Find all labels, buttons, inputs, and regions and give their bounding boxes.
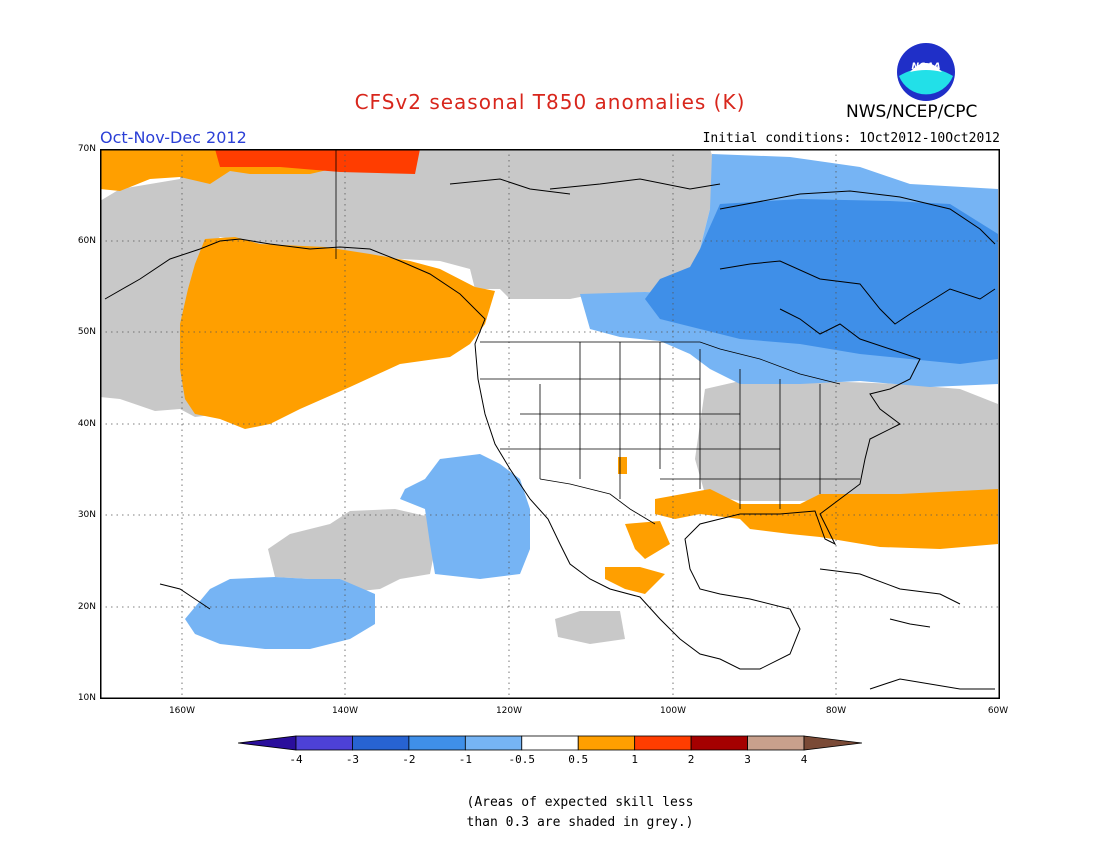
colorbar-label: 1 [631,753,638,766]
season-label: Oct-Nov-Dec 2012 [100,128,247,147]
organization-label: NWS/NCEP/CPC [846,102,978,122]
lon-label-80w: 80W [825,706,847,716]
colorbar-cell [690,735,748,751]
chart-title: CFSv2 seasonal T850 anomalies (K) [354,90,746,114]
colorbar-arrow-high [803,735,862,751]
warm-strong-region [215,149,420,174]
anomaly-map [100,149,1000,699]
skill-note-line-2: than 0.3 are shaded in grey.) [466,815,694,830]
colorbar-cell [408,735,466,751]
skill-note: (Areas of expected skill less than 0.3 a… [400,793,760,833]
colorbar-cell [352,735,410,751]
colorbar-cell [634,735,692,751]
lon-label-120w: 120W [495,706,523,716]
skill-note-line-1: (Areas of expected skill less [466,795,694,810]
warm-region-southeast [655,489,998,549]
coastlines [104,178,996,690]
cool-region-canada [645,199,998,364]
grey-region-east [695,381,998,501]
colorbar [238,735,862,751]
colorbar-cell [747,735,805,751]
lat-label-20n: 20N [77,602,96,612]
colorbar-label: -1 [458,753,472,766]
lon-label-60w: 60W [987,706,1009,716]
noaa-logo: NOAA [896,42,956,102]
colorbar-cell [295,735,353,751]
colorbar-label: -3 [345,753,360,766]
colorbar-label: -2 [402,753,416,766]
initial-conditions-label: Initial conditions: 1Oct2012-10Oct2012 [702,131,1000,146]
warm-region-pacific [180,237,495,429]
cool-region-hawaii [185,577,375,649]
colorbar-cell [464,735,523,751]
cool-region-west [400,454,530,579]
colorbar-label: -4 [289,753,303,766]
grey-region-pacific [268,509,435,591]
lat-label-50n: 50N [77,327,96,337]
grey-region-north [100,149,720,417]
lon-label-160w: 160W [168,706,196,716]
colorbar-label: -0.5 [508,753,536,766]
warm-region-mexico [605,457,670,594]
lat-label-10n: 10N [77,693,96,703]
lat-label-40n: 40N [77,419,96,429]
borders [335,149,860,525]
colorbar-cell [577,735,636,751]
colorbar-label: 0.5 [568,753,589,766]
lat-label-30n: 30N [77,510,96,520]
lon-label-100w: 100W [659,706,687,716]
colorbar-label: 4 [800,753,808,766]
lat-label-70n: 70N [77,144,96,154]
lat-label-60n: 60N [77,236,96,246]
colorbar-label: 2 [687,753,695,766]
logo-text: NOAA [911,62,940,72]
colorbar-arrow-low [238,735,297,751]
colorbar-cell [521,735,579,751]
lon-label-140w: 140W [331,706,359,716]
colorbar-label: 3 [744,753,751,766]
grey-region-mexico [555,611,625,644]
